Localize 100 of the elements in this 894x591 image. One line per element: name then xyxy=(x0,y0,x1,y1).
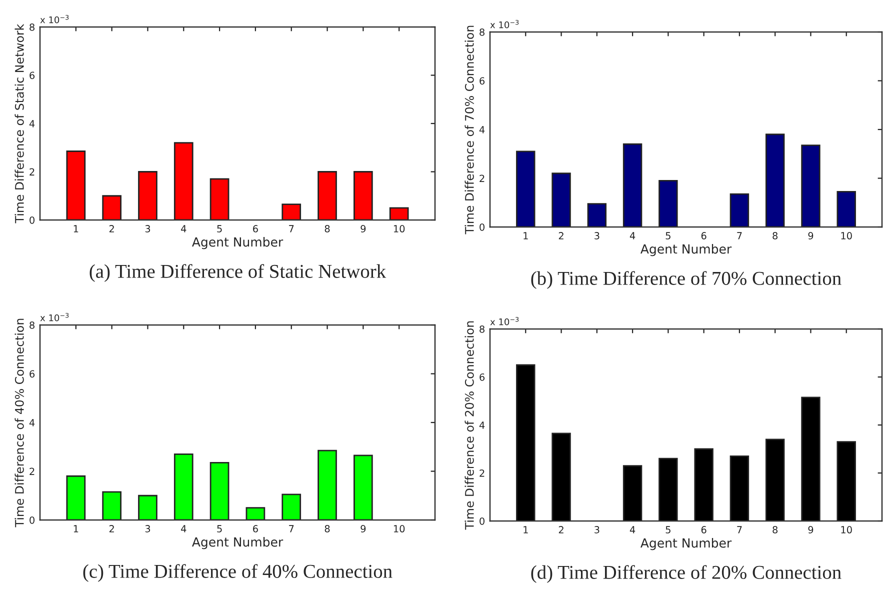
bar xyxy=(658,180,678,227)
x-tick-label: 1 xyxy=(74,225,78,232)
x-tick-label: 9 xyxy=(360,525,366,532)
x-tick-label: 8 xyxy=(772,526,778,534)
x-tick-label: 2 xyxy=(109,525,114,532)
x-tick-label: 10 xyxy=(394,225,405,232)
x-tick-label: 4 xyxy=(630,526,636,534)
bar xyxy=(801,144,820,227)
bar xyxy=(730,193,750,227)
y-axis-title: Time Difference of 70% Connection xyxy=(464,26,474,234)
bar xyxy=(102,491,122,520)
bar xyxy=(138,171,158,220)
y-tick-label: 0 xyxy=(30,516,34,524)
bar xyxy=(174,142,194,220)
bar xyxy=(174,453,194,520)
x-tick-label: 10 xyxy=(841,232,852,240)
x-tick-label: 9 xyxy=(360,225,366,232)
x-tick-label: 5 xyxy=(666,232,670,240)
text: x 10$^{−3}$ xyxy=(40,312,69,322)
y-tick-label: 4 xyxy=(479,422,485,429)
x-tick-label: 4 xyxy=(181,225,186,232)
x-axis-title: Agent Number xyxy=(192,237,284,250)
x-tick-label: 5 xyxy=(666,526,670,534)
text: (b) Time Difference of 70% Connection xyxy=(531,271,842,289)
x-tick-label: 7 xyxy=(737,526,742,534)
bar xyxy=(66,150,86,220)
y-axis-title: Time Difference of Static Network xyxy=(14,24,24,224)
bar xyxy=(354,454,373,520)
x-tick-label: 9 xyxy=(808,526,814,534)
bar xyxy=(836,441,856,521)
x-tick-label: 8 xyxy=(772,232,778,240)
text: x 10$^{−3}$ xyxy=(490,316,519,326)
x-tick-label: 4 xyxy=(181,525,186,532)
bar xyxy=(102,195,122,220)
x-tick-label: 3 xyxy=(594,232,600,240)
text: (d) Time Difference of 20% Connection xyxy=(531,565,842,583)
bar xyxy=(354,171,373,220)
bar xyxy=(622,465,642,521)
text: (c) Time Difference of 40% Connection xyxy=(83,564,392,582)
bar xyxy=(552,432,571,521)
y-tick-label: 4 xyxy=(479,126,485,134)
x-tick-label: 2 xyxy=(558,232,564,240)
bar xyxy=(836,190,856,227)
y-axis-title: Time Difference of 40% Connection xyxy=(14,318,24,528)
x-tick-label: 6 xyxy=(701,526,706,534)
y-tick-label: 2 xyxy=(30,468,34,475)
y-tick-label: 8 xyxy=(30,321,34,329)
x-tick-label: 9 xyxy=(808,232,814,240)
bar xyxy=(658,458,678,521)
bar xyxy=(66,475,86,520)
x-tick-label: 3 xyxy=(145,525,150,532)
text: x 10$^{−3}$ xyxy=(490,20,519,28)
bar xyxy=(318,171,337,220)
bar xyxy=(587,203,607,227)
bar xyxy=(730,456,750,521)
x-tick-label: 3 xyxy=(145,225,150,232)
x-tick-label: 8 xyxy=(324,225,330,232)
bar xyxy=(516,150,536,227)
bar xyxy=(765,438,785,521)
x-tick-label: 7 xyxy=(737,232,742,240)
bar xyxy=(801,396,820,521)
x-tick-label: 8 xyxy=(324,525,330,532)
bar xyxy=(318,450,337,520)
bar xyxy=(765,134,785,227)
y-tick-label: 8 xyxy=(30,23,34,31)
y-axis-title: Time Difference of 20% Connection xyxy=(464,321,474,530)
x-tick-label: 10 xyxy=(841,526,852,534)
y-tick-label: 8 xyxy=(480,325,484,333)
y-tick-label: 0 xyxy=(30,216,34,224)
y-tick-label: 6 xyxy=(30,72,35,80)
x-tick-label: 7 xyxy=(289,525,294,532)
bar xyxy=(516,364,536,521)
bar xyxy=(694,448,714,521)
y-tick-label: 2 xyxy=(30,168,34,176)
bar xyxy=(552,172,571,227)
y-tick-label: 8 xyxy=(480,28,484,36)
y-tick-label: 4 xyxy=(29,120,35,128)
x-axis-title: Agent Number xyxy=(640,244,732,256)
y-tick-label: 0 xyxy=(480,223,484,231)
bar xyxy=(210,462,230,520)
x-tick-label: 5 xyxy=(217,225,222,232)
x-axis-title: Agent Number xyxy=(192,537,284,550)
x-tick-label: 4 xyxy=(630,232,636,240)
x-tick-label: 2 xyxy=(109,225,114,232)
x-tick-label: 10 xyxy=(394,525,405,532)
bar xyxy=(210,178,230,220)
bar xyxy=(389,207,409,220)
x-tick-label: 1 xyxy=(524,526,528,534)
y-tick-label: 6 xyxy=(480,373,485,381)
x-tick-label: 3 xyxy=(594,526,600,534)
y-tick-label: 2 xyxy=(480,469,484,477)
x-axis-title: Agent Number xyxy=(640,538,732,550)
x-tick-label: 6 xyxy=(253,225,258,232)
x-tick-label: 1 xyxy=(524,232,528,240)
text: (a) Time Difference of Static Network xyxy=(90,264,386,282)
bar xyxy=(622,143,642,227)
bar xyxy=(282,494,302,520)
y-tick-label: 4 xyxy=(29,419,35,426)
y-tick-label: 0 xyxy=(480,517,484,525)
bar xyxy=(246,507,266,520)
